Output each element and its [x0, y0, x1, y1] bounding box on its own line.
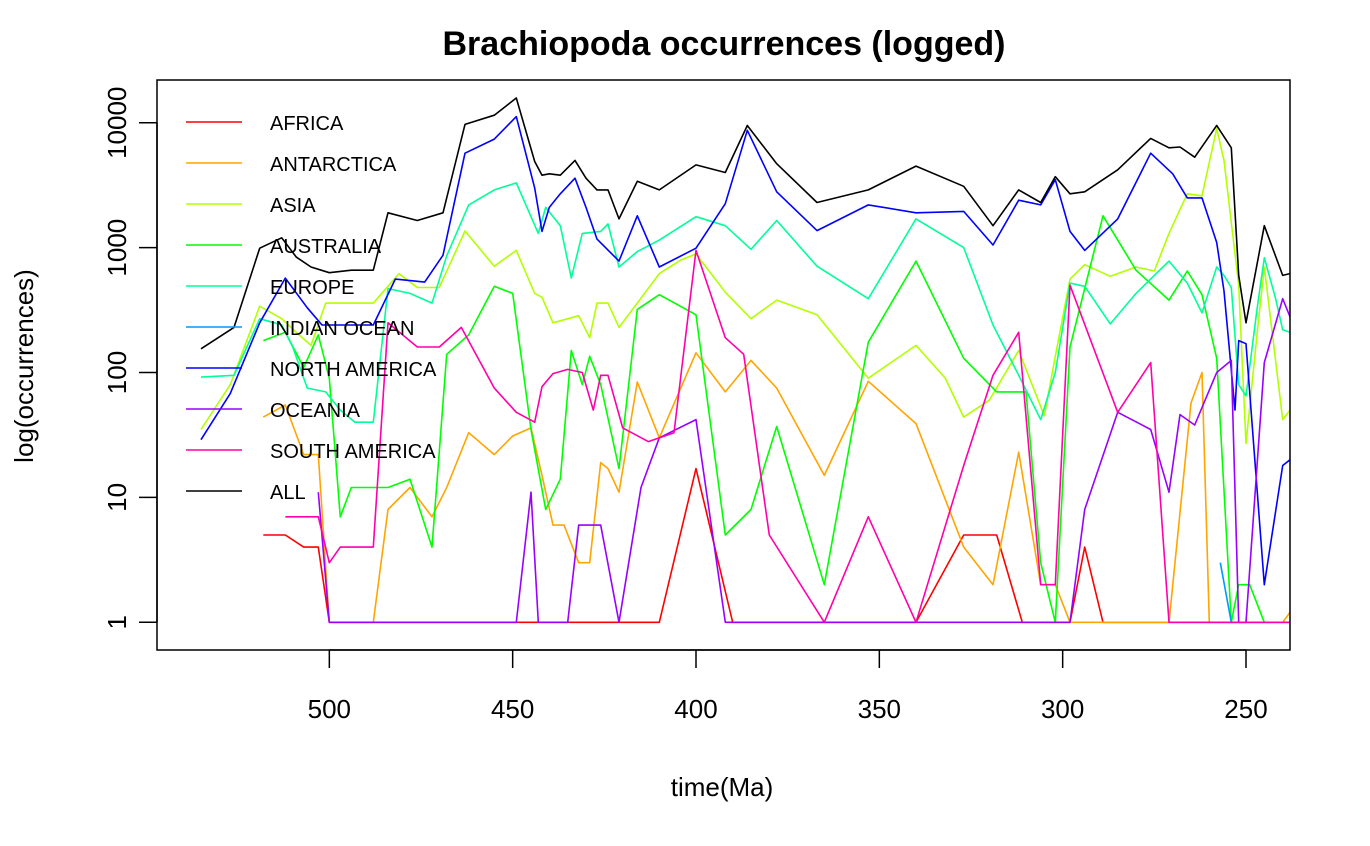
legend-label-africa: AFRICA: [270, 113, 344, 135]
legend-label-europe: EUROPE: [270, 277, 354, 299]
legend: AFRICA ANTARCTICA ASIA AUSTRALIA EUROPE INDIA…: [186, 113, 437, 504]
plot-frame: [156, 79, 1291, 651]
x-axis-label: time(Ma): [671, 772, 774, 802]
y-tick-label: 1: [102, 615, 132, 629]
y-tick-label: 10: [102, 483, 132, 512]
y-tick-label: 100: [102, 351, 132, 394]
series-line-antarctica: [262, 351, 1290, 624]
legend-label-oceania: OCEANIA: [270, 400, 361, 422]
chart-title: Brachiopoda occurrences (logged): [443, 25, 1006, 63]
series-line-all: [200, 97, 1290, 350]
y-tick-label: 10000: [102, 87, 132, 159]
legend-label-australia: AUSTRALIA: [270, 236, 382, 258]
legend-label-all: ALL: [270, 482, 306, 504]
y-axis-label: log(occurrences): [9, 269, 39, 463]
x-tick-label: 450: [491, 694, 534, 724]
x-axis: 500 450 400 350 300 250: [308, 649, 1268, 724]
legend-label-north-america: NORTH AMERICA: [270, 359, 437, 381]
legend-label-south-america: SOUTH AMERICA: [270, 441, 436, 463]
x-tick-label: 250: [1224, 694, 1267, 724]
x-tick-label: 400: [674, 694, 717, 724]
legend-label-asia: ASIA: [270, 195, 316, 217]
series-line-asia: [200, 127, 1290, 445]
legend-label-indian-ocean: INDIAN OCEAN: [270, 318, 414, 340]
x-tick-label: 500: [308, 694, 351, 724]
series-line-oceania: [317, 297, 1290, 624]
x-tick-label: 350: [858, 694, 901, 724]
series-layer: [200, 97, 1290, 624]
legend-label-antarctica: ANTARCTICA: [270, 154, 397, 176]
series-line-indian-ocean: [1219, 562, 1233, 623]
series-line-north-america: [200, 115, 1290, 586]
series-line-south-america: [285, 249, 1290, 624]
series-line-europe: [200, 182, 1290, 424]
y-tick-label: 1000: [102, 219, 132, 277]
y-axis: 1 10 100 1000 10000: [102, 87, 158, 630]
series-line-australia: [263, 215, 1266, 624]
x-tick-label: 300: [1041, 694, 1084, 724]
